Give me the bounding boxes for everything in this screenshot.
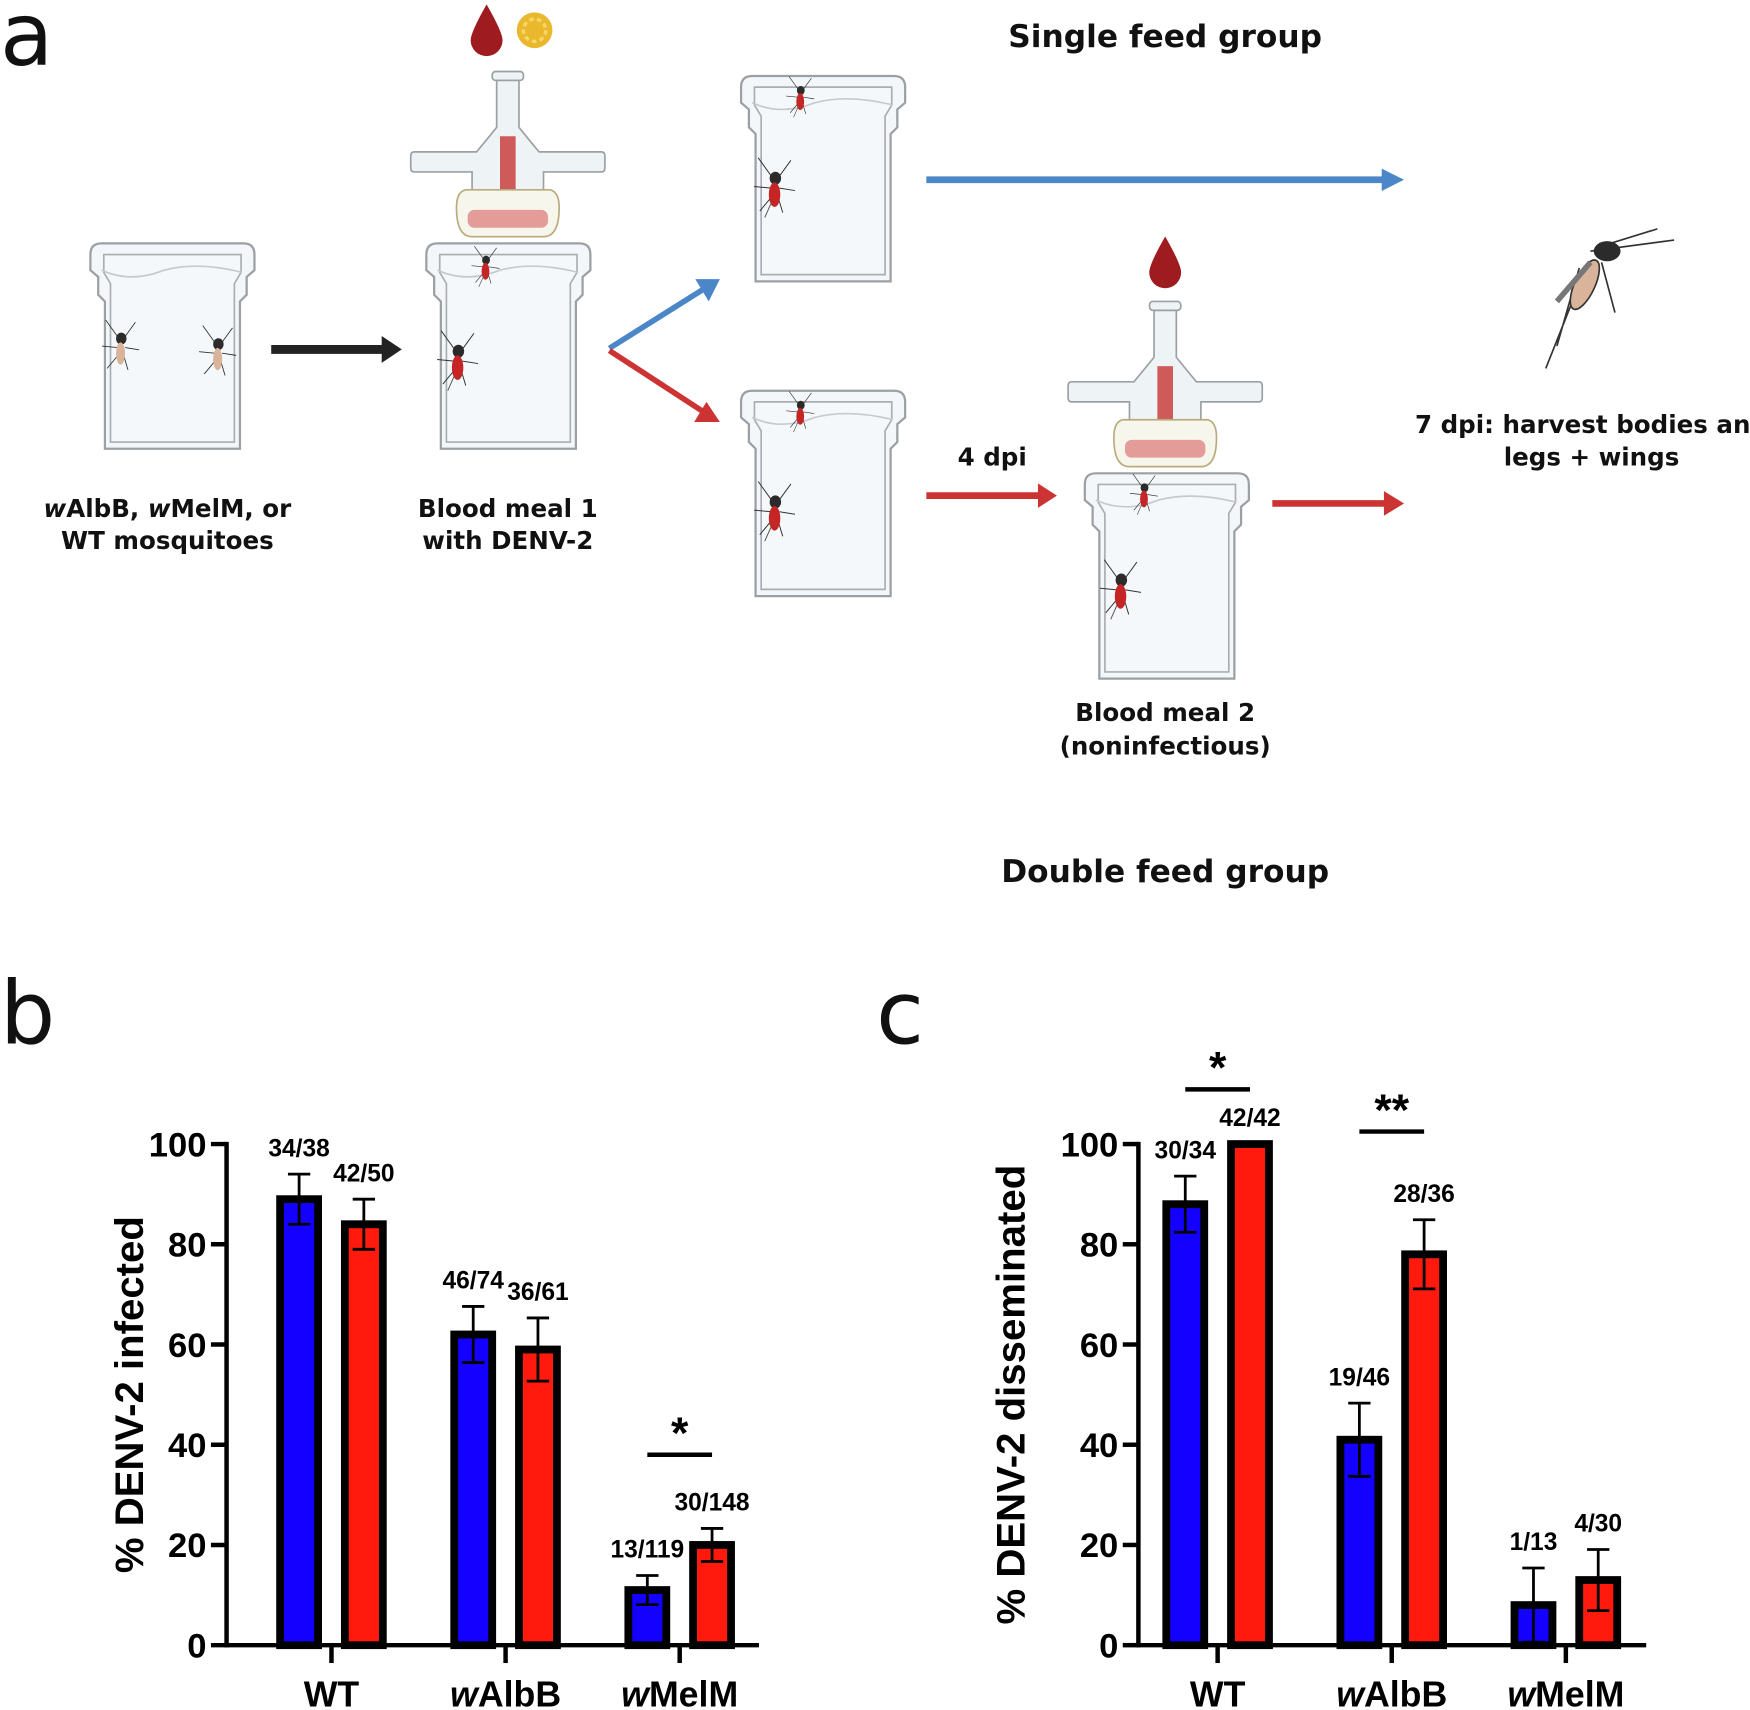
data-label: 30/148: [675, 1490, 750, 1517]
y-tick-label: 60: [168, 1327, 206, 1365]
bar: [1401, 1250, 1447, 1650]
panel-label-a: a: [0, 0, 53, 86]
y-tick-label: 40: [168, 1427, 206, 1465]
x-tick-label: wMelM: [1507, 1675, 1624, 1710]
double-feed-group-title: Double feed group: [1001, 854, 1329, 890]
significance-marker: *: [671, 1409, 689, 1458]
bar: [515, 1345, 561, 1650]
data-label: 46/74: [442, 1268, 504, 1295]
arrow-red-head: [694, 401, 720, 422]
blood-meal-2-line2: (noninfectious): [1060, 732, 1271, 761]
data-label: 1/13: [1510, 1529, 1558, 1556]
y-tick-label: 20: [168, 1527, 206, 1565]
arrow-blue-diagonal: [607, 285, 707, 351]
data-label: 36/61: [507, 1279, 568, 1306]
blood-meal-2-line1: Blood meal 2: [1075, 698, 1255, 727]
data-label: 19/46: [1329, 1364, 1390, 1391]
chart-c: 0 20 40 60 80 100 % DENV-2 disseminated WT 30/34…: [989, 1044, 1647, 1710]
mosquito-cup-icon: [739, 389, 907, 598]
bar: [340, 1220, 387, 1650]
single-feed-group-title: Single feed group: [1008, 19, 1322, 55]
y-tick-label: 60: [1080, 1327, 1118, 1365]
italic-w: w: [44, 494, 67, 523]
strain-text: AlbB,: [66, 494, 148, 523]
mosquito-cup-icon: [739, 74, 907, 283]
y-tick-label: 0: [187, 1627, 206, 1665]
mosquito-cup-icon: [89, 242, 256, 450]
strain-text: MelM, or: [171, 494, 293, 523]
data-label: 34/38: [268, 1135, 329, 1162]
panel-a: a Single feed group Double feed group: [0, 0, 1750, 890]
blood-meal-1-line2: with DENV-2: [422, 526, 593, 555]
mosquito-icon: [1544, 228, 1675, 369]
arrow-black: [271, 336, 402, 363]
start-label-line1: wAlbB, wMelM, or: [44, 494, 293, 523]
blood-drop-icon: [1149, 236, 1182, 289]
y-tick-label: 100: [1061, 1126, 1119, 1164]
significance-marker: **: [1374, 1086, 1409, 1135]
harvest-label-line1: 7 dpi: harvest bodies and: [1415, 410, 1750, 439]
arrow-blue-head: [695, 279, 720, 302]
interval-label: 4 dpi: [958, 442, 1027, 471]
x-tick-label: wAlbB: [1336, 1675, 1447, 1710]
italic-w: w: [148, 494, 171, 523]
bar: [276, 1195, 322, 1650]
y-axis-label: % DENV-2 infected: [107, 1216, 152, 1573]
x-tick-label: WT: [1190, 1675, 1246, 1710]
bar: [450, 1330, 497, 1650]
x-tick-label: wMelM: [621, 1675, 738, 1710]
virus-icon: [516, 12, 553, 49]
blood-drop-icon: [470, 4, 503, 57]
panel-label-b: b: [0, 963, 55, 1065]
arrow-blue-single: [926, 168, 1405, 191]
data-label: 42/50: [333, 1160, 394, 1187]
y-tick-label: 80: [168, 1227, 206, 1265]
data-label: 30/34: [1155, 1137, 1217, 1164]
data-label: 13/119: [610, 1537, 684, 1564]
data-label: 28/36: [1393, 1181, 1454, 1208]
x-tick-label: WT: [304, 1675, 360, 1710]
start-label-line2: WT mosquitoes: [61, 526, 274, 555]
blood-meal-1-line1: Blood meal 1: [418, 494, 598, 523]
y-tick-label: 20: [1080, 1527, 1118, 1565]
membrane-feeder-icon: [409, 70, 606, 238]
bar: [1162, 1200, 1209, 1650]
membrane-feeder-icon: [1067, 300, 1264, 468]
arrow-red-final: [1272, 491, 1405, 516]
y-tick-label: 0: [1099, 1627, 1118, 1665]
data-label: 42/42: [1219, 1105, 1280, 1132]
arrow-red-4dpi: [926, 483, 1057, 508]
chart-b: 0 20 40 60 80 100 % DENV-2 infected WT 34/3842/5…: [107, 1126, 759, 1710]
panel-label-c: c: [876, 963, 924, 1065]
y-tick-label: 40: [1080, 1427, 1118, 1465]
harvest-label-line2: legs + wings: [1504, 442, 1680, 471]
mosquito-cup-icon: [1083, 472, 1250, 680]
y-axis-label: % DENV-2 disseminated: [989, 1165, 1034, 1625]
x-tick-label: wAlbB: [450, 1675, 561, 1710]
bar: [1227, 1140, 1273, 1650]
data-label: 4/30: [1574, 1511, 1622, 1538]
mosquito-cup-icon: [425, 242, 592, 450]
significance-marker: *: [1209, 1044, 1227, 1093]
y-tick-label: 100: [149, 1126, 207, 1164]
arrow-red-diagonal: [607, 348, 707, 416]
y-tick-label: 80: [1080, 1227, 1118, 1265]
